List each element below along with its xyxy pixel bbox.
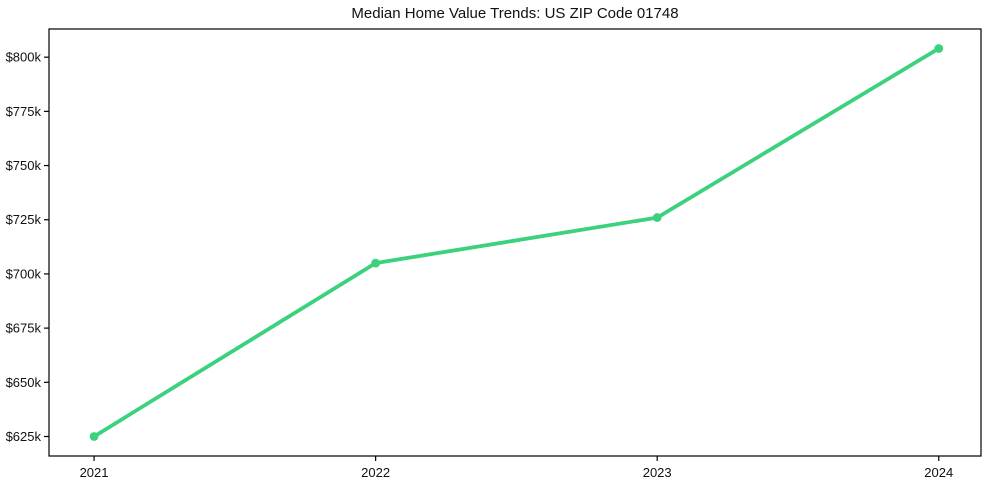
x-axis-tick-label: 2024 xyxy=(924,465,953,480)
y-axis-tick-label: $675k xyxy=(6,321,42,336)
y-axis-tick-label: $775k xyxy=(6,104,42,119)
data-point-marker xyxy=(89,432,99,441)
x-axis-tick-label: 2022 xyxy=(361,465,390,480)
x-axis-tick-label: 2023 xyxy=(643,465,672,480)
y-axis-tick-label: $725k xyxy=(6,212,42,227)
chart-title: Median Home Value Trends: US ZIP Code 01… xyxy=(351,5,679,22)
data-point-marker xyxy=(934,44,944,53)
y-axis-tick-label: $700k xyxy=(6,266,42,281)
y-axis-tick-label: $800k xyxy=(6,50,42,65)
data-point-marker xyxy=(371,258,381,268)
x-axis-tick-label: 2021 xyxy=(80,465,109,480)
trend-line xyxy=(92,46,941,439)
plot-frame xyxy=(48,28,982,457)
y-axis-tick-label: $750k xyxy=(6,158,42,173)
data-point-marker xyxy=(652,213,662,222)
y-axis-tick-label: $625k xyxy=(6,429,42,444)
y-axis-tick-label: $650k xyxy=(6,375,42,390)
